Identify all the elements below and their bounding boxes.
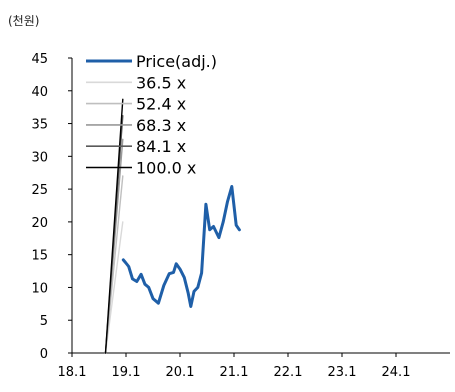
x-tick-label: 18.1 (58, 365, 87, 380)
x-tick-label: 23.1 (328, 365, 357, 380)
y-tick-label: 45 (31, 52, 48, 67)
legend-label: 84.1 x (136, 137, 186, 156)
x-tick-label: 24.1 (382, 365, 411, 380)
legend-label: 36.5 x (136, 73, 186, 92)
legend-label: Price(adj.) (136, 52, 217, 71)
y-tick-label: 30 (31, 150, 48, 165)
series-line-band (104, 98, 124, 354)
y-tick-label: 15 (31, 249, 48, 264)
series-lines (104, 98, 241, 354)
legend-label: 68.3 x (136, 116, 186, 135)
y-tick-label: 35 (31, 118, 48, 133)
x-tick-label: 19.1 (112, 365, 141, 380)
y-tick-label: 40 (31, 85, 48, 100)
legend-label: 52.4 x (136, 95, 186, 114)
y-tick-label: 20 (31, 216, 48, 231)
x-tick-label: 20.1 (166, 365, 195, 380)
y-tick-label: 10 (31, 281, 48, 296)
x-tick-label: 21.1 (220, 365, 249, 380)
axes: 0 5 10 15 20 25 30 35 40 45 18.1 19.1 20.1 21.1 22.1 23… (31, 52, 450, 380)
y-tick-label: 5 (40, 314, 48, 329)
x-tick-label: 22.1 (274, 365, 303, 380)
unit-label: (천원) (8, 14, 40, 28)
y-tick-label: 25 (31, 183, 48, 198)
legend-label: 100.0 x (136, 159, 196, 178)
legend: Price(adj.) 36.5 x 52.4 x 68.3 x 84.1 x 100.0… (86, 52, 217, 178)
series-line-band (104, 221, 124, 354)
series-line-price (121, 185, 241, 308)
y-tick-label: 0 (40, 347, 48, 362)
